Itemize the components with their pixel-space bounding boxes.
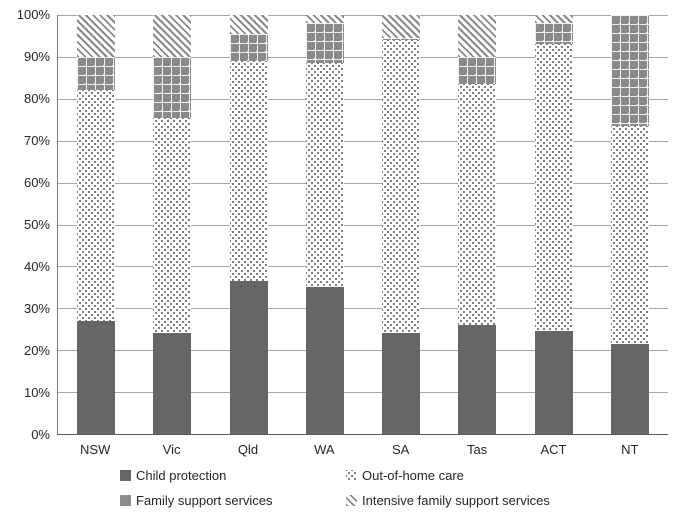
bar-segment-tas-out-of-home-care: [458, 84, 497, 326]
gridline-50pct: [58, 224, 668, 226]
x-axis-label-vic: Vic: [162, 442, 181, 457]
legend-marker-child-protection-icon: [120, 470, 131, 481]
bar-segment-nsw-out-of-home-care: [77, 90, 116, 321]
legend-label-intensive-family-support-services: Intensive family support services: [362, 493, 550, 508]
bar-segment-sa-out-of-home-care: [382, 40, 421, 334]
bar-vic: [153, 15, 192, 434]
bar-segment-sa-family-support-services: [382, 38, 421, 41]
gridline-60pct: [58, 182, 668, 184]
bar-segment-tas-child-protection: [458, 325, 497, 434]
x-axis-label-qld: Qld: [237, 442, 259, 457]
y-tick-label-80pct: 80%: [23, 91, 50, 106]
bar-slot-tas: [439, 15, 515, 434]
bar-slot-qld: [211, 15, 287, 434]
bar-segment-act-intensive-family-support-services: [534, 15, 573, 24]
bar-segment-nsw-family-support-services: [77, 56, 116, 91]
bar-segment-vic-intensive-family-support-services: [153, 15, 192, 57]
y-tick-label-70pct: 70%: [23, 133, 50, 148]
legend: Child protection Out-of-home care Family s…: [120, 468, 550, 508]
legend-item-out-of-home-care: Out-of-home care: [346, 468, 550, 483]
bar-segment-wa-child-protection: [305, 287, 344, 434]
bar-segment-tas-family-support-services: [458, 56, 497, 85]
bar-qld: [229, 15, 268, 434]
bar-segment-nsw-intensive-family-support-services: [77, 15, 116, 57]
bar-slot-nsw: [58, 15, 134, 434]
bar-segment-qld-out-of-home-care: [229, 61, 268, 282]
gridline-10pct: [58, 392, 668, 394]
bar-segment-vic-out-of-home-care: [153, 117, 192, 334]
bar-slot-act: [516, 15, 592, 434]
bar-segment-nt-family-support-services: [610, 15, 649, 127]
bar-segment-wa-intensive-family-support-services: [305, 15, 344, 24]
bar-slot-sa: [363, 15, 439, 434]
bar-act: [534, 15, 573, 434]
gridline-80pct: [58, 98, 668, 100]
bar-segment-nsw-child-protection: [77, 320, 116, 434]
gridline-40pct: [58, 266, 668, 268]
y-tick-label-50pct: 50%: [23, 217, 50, 232]
bar-segment-qld-child-protection: [229, 281, 268, 434]
legend-item-intensive-family-support-services: Intensive family support services: [346, 493, 550, 508]
gridline-90pct: [58, 56, 668, 58]
plot-area: [57, 15, 668, 435]
bar-nt: [610, 15, 649, 434]
legend-item-family-support-services: Family support services: [120, 493, 346, 508]
bar-segment-nt-child-protection: [610, 343, 649, 434]
bar-segment-qld-intensive-family-support-services: [229, 15, 268, 34]
x-axis-label-nsw: NSW: [80, 442, 111, 457]
legend-marker-family-support-services-icon: [120, 495, 131, 506]
bar-segment-sa-child-protection: [382, 333, 421, 434]
y-tick-label-30pct: 30%: [23, 301, 50, 316]
x-axis-label-nt: NT: [621, 442, 639, 457]
y-tick-label-40pct: 40%: [23, 259, 50, 274]
x-axis-labels: NSW Vic Qld WA SA Tas ACT NT: [57, 442, 668, 457]
x-axis-label-act: ACT: [540, 442, 567, 457]
bar-segment-qld-family-support-services: [229, 33, 268, 62]
bar-tas: [458, 15, 497, 434]
bar-nsw: [77, 15, 116, 434]
bar-slot-vic: [134, 15, 210, 434]
legend-label-out-of-home-care: Out-of-home care: [362, 468, 464, 483]
bar-segment-act-child-protection: [534, 331, 573, 434]
bar-segment-nt-out-of-home-care: [610, 126, 649, 344]
bar-wa: [305, 15, 344, 434]
bar-segment-vic-child-protection: [153, 333, 192, 434]
bar-segment-wa-out-of-home-care: [305, 63, 344, 288]
legend-label-family-support-services: Family support services: [136, 493, 273, 508]
bar-slot-nt: [592, 15, 668, 434]
bar-slot-wa: [287, 15, 363, 434]
bar-segment-tas-intensive-family-support-services: [458, 15, 497, 57]
y-tick-label-90pct: 90%: [23, 49, 50, 64]
gridline-30pct: [58, 308, 668, 310]
y-tick-label-20pct: 20%: [23, 343, 50, 358]
bar-segment-vic-family-support-services: [153, 56, 192, 118]
gridline-70pct: [58, 140, 668, 142]
x-axis-label-tas: Tas: [466, 442, 488, 457]
legend-label-child-protection: Child protection: [136, 468, 227, 483]
bar-segment-sa-intensive-family-support-services: [382, 15, 421, 39]
y-tick-label-0pct: 0%: [31, 427, 50, 442]
y-tick-label-100pct: 100%: [16, 7, 50, 22]
x-axis-label-sa: SA: [392, 442, 410, 457]
legend-marker-intensive-family-support-services-icon: [346, 495, 357, 506]
x-axis-label-wa: WA: [314, 442, 335, 457]
gridline-100pct: [58, 15, 668, 16]
y-tick-label-60pct: 60%: [23, 175, 50, 190]
bar-segment-act-out-of-home-care: [534, 44, 573, 332]
y-tick-label-10pct: 10%: [23, 385, 50, 400]
bars-container: [58, 15, 668, 434]
gridline-20pct: [58, 350, 668, 352]
bar-segment-act-family-support-services: [534, 23, 573, 45]
legend-item-child-protection: Child protection: [120, 468, 346, 483]
bar-segment-wa-family-support-services: [305, 23, 344, 64]
legend-marker-out-of-home-care-icon: [346, 470, 357, 481]
bar-sa: [382, 15, 421, 434]
